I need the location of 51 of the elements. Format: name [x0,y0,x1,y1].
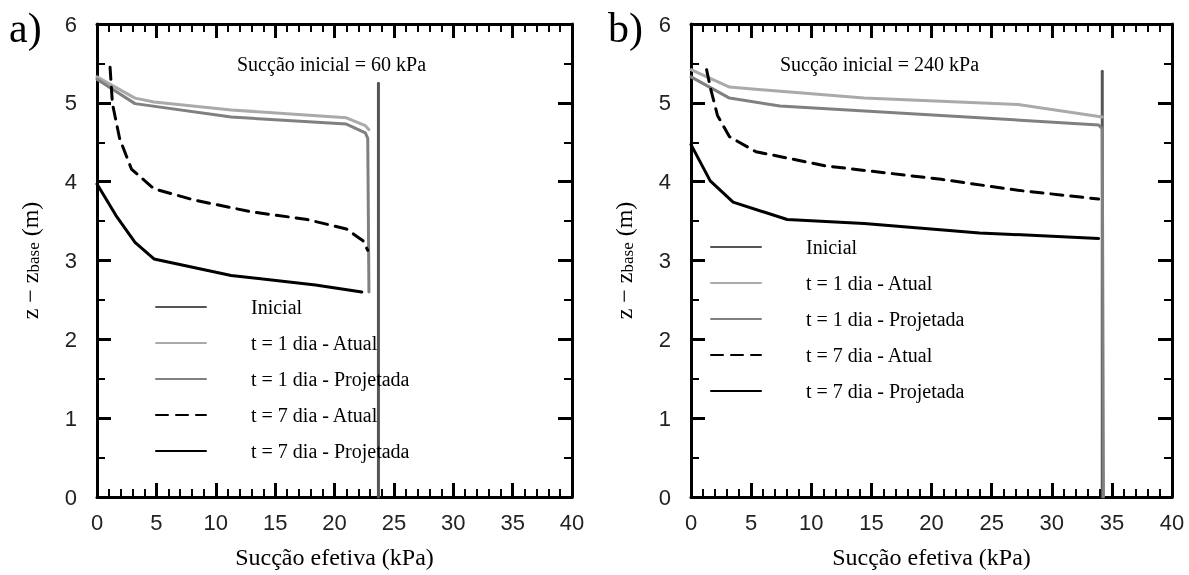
legend-label: t = 1 dia - Atual [806,272,933,294]
line-series [689,75,1105,499]
y-tick-label: 3 [658,248,671,273]
y-tick-label: 4 [64,169,77,195]
x-tick-label: 25 [381,509,407,535]
line-series [95,77,371,294]
x-tick-label: 5 [745,509,758,535]
y-tick-label: 0 [64,484,77,510]
x-tick-label: 35 [1099,509,1125,535]
y-tick-label: 6 [64,11,77,37]
chart-title: b) [608,5,643,52]
y-tick-label: 4 [658,169,671,195]
annotation: Sucção inicial = 240 kPa [780,53,980,76]
y-tick-label: 0 [658,484,671,510]
x-tick-label: 10 [203,509,228,535]
y-tick-label: 5 [64,90,77,116]
x-tick-label: 15 [262,509,288,535]
x-tick-label: 30 [1039,509,1064,535]
annotation: Sucção inicial = 60 kPa [237,53,427,76]
x-tick-label: 0 [90,509,104,535]
y-tick-label: 2 [658,326,671,352]
legend-label: Inicial [806,236,858,258]
y-tick-label: 1 [658,405,671,431]
legend-label: t = 1 dia - Atual [251,332,378,354]
line-series [95,75,371,132]
chart-title: a) [9,5,42,52]
legend-label: Inicial [251,296,303,318]
y-tick-label: 5 [658,90,671,116]
y-tick-label: 2 [64,326,77,352]
x-tick-label: 40 [559,509,585,535]
legend-label: t = 1 dia - Projetada [806,308,965,331]
x-tick-label: 25 [979,509,1004,535]
x-tick-label: 15 [859,509,884,535]
x-tick-label: 35 [500,509,525,535]
y-tick-label: 1 [64,405,77,431]
x-tick-label: 20 [322,509,347,535]
x-tick-label: 10 [799,509,824,535]
legend-label: t = 7 dia - Projetada [806,380,965,403]
legend-label: t = 7 dia - Atual [251,404,378,426]
y-tick-label: 6 [658,11,671,37]
x-tick-label: 20 [919,509,944,535]
x-tick-label: 30 [441,509,466,535]
y-axis-title: z − zbase (m) [610,201,637,320]
x-tick-label: 5 [150,509,163,535]
x-tick-label: 0 [684,509,698,535]
x-tick-label: 40 [1159,509,1185,535]
x-axis-title: Sucção efetiva (kPa) [832,544,1031,570]
legend-label: t = 7 dia - Atual [806,344,933,366]
y-tick-label: 3 [64,248,77,273]
x-axis-title: Sucção efetiva (kPa) [235,544,434,570]
y-axis-title: z − zbase (m) [16,201,43,320]
